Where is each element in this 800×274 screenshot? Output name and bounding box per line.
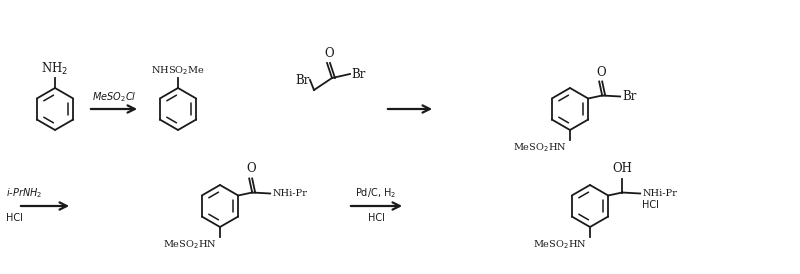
Text: O: O [246, 162, 256, 176]
Text: NHi-Pr: NHi-Pr [272, 189, 307, 198]
Text: O: O [596, 65, 606, 78]
Text: HCl: HCl [367, 213, 385, 223]
Text: Br: Br [351, 67, 366, 81]
Text: MeSO$_2$HN: MeSO$_2$HN [534, 238, 587, 251]
Text: NHi-Pr: NHi-Pr [642, 189, 677, 198]
Text: Br: Br [296, 73, 310, 87]
Text: MeSO$_2$Cl: MeSO$_2$Cl [92, 90, 136, 104]
Text: NHSO$_2$Me: NHSO$_2$Me [151, 64, 205, 77]
Text: $i$-PrNH$_2$: $i$-PrNH$_2$ [6, 186, 42, 200]
Text: HCl: HCl [6, 213, 23, 223]
Text: MeSO$_2$HN: MeSO$_2$HN [514, 141, 567, 154]
Text: MeSO$_2$HN: MeSO$_2$HN [163, 238, 217, 251]
Text: Br: Br [622, 90, 637, 103]
Text: NH$_2$: NH$_2$ [42, 61, 69, 77]
Text: HCl: HCl [642, 201, 659, 210]
Text: Pd/C, H$_2$: Pd/C, H$_2$ [355, 186, 397, 200]
Text: OH: OH [612, 162, 632, 176]
Text: O: O [324, 47, 334, 60]
